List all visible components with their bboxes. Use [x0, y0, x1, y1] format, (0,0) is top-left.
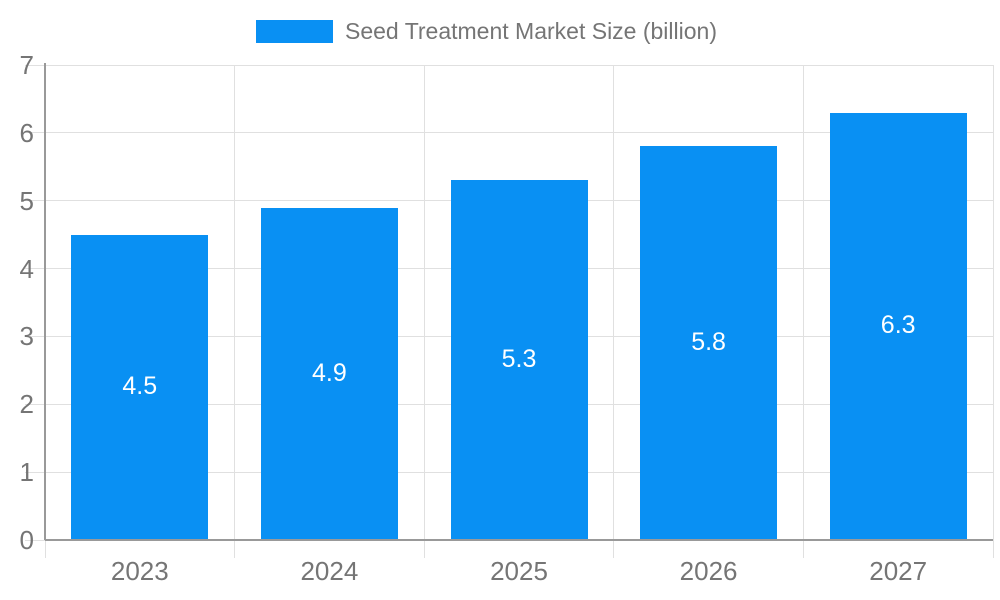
x-gridline — [992, 65, 994, 558]
legend-swatch — [256, 20, 333, 43]
y-gridline — [25, 132, 993, 134]
y-gridline — [25, 64, 993, 66]
bar-value-label: 5.3 — [501, 345, 537, 374]
legend-label: Seed Treatment Market Size (billion) — [345, 18, 717, 44]
bar[interactable]: 5.8 — [640, 146, 778, 539]
bar-value-label: 5.8 — [691, 328, 726, 357]
bar[interactable]: 4.9 — [260, 207, 398, 539]
chart-legend[interactable]: Seed Treatment Market Size (billion) — [256, 20, 717, 43]
bar[interactable]: 4.5 — [71, 234, 209, 539]
x-axis-tick-label: 2025 — [490, 556, 548, 586]
y-axis-tick-label: 6 — [19, 117, 34, 148]
x-axis-tick-label: 2027 — [869, 556, 928, 586]
y-axis-tick-label: 2 — [19, 389, 34, 420]
bar-value-label: 4.9 — [312, 358, 347, 387]
x-gridline — [234, 65, 236, 558]
bar-value-label: 4.5 — [122, 372, 158, 401]
x-gridline — [423, 65, 425, 558]
bar-value-label: 6.3 — [880, 311, 916, 340]
x-gridline — [613, 65, 615, 558]
x-axis-tick-label: 2023 — [110, 556, 169, 586]
x-axis-line — [45, 539, 993, 541]
y-axis-line — [44, 63, 46, 540]
y-axis-tick-label: 5 — [19, 185, 34, 216]
x-axis-tick-label: 2026 — [679, 556, 738, 586]
y-axis-tick-label: 7 — [19, 50, 34, 80]
x-axis-tick-label: 2024 — [300, 556, 359, 586]
y-axis-tick-label: 4 — [19, 253, 34, 284]
y-axis-tick-label: 0 — [19, 525, 34, 555]
y-axis-tick-label: 1 — [19, 457, 34, 488]
bar[interactable]: 6.3 — [829, 112, 967, 539]
bar[interactable]: 5.3 — [450, 180, 588, 539]
x-gridline — [802, 65, 804, 558]
y-axis-tick-label: 3 — [19, 321, 34, 352]
